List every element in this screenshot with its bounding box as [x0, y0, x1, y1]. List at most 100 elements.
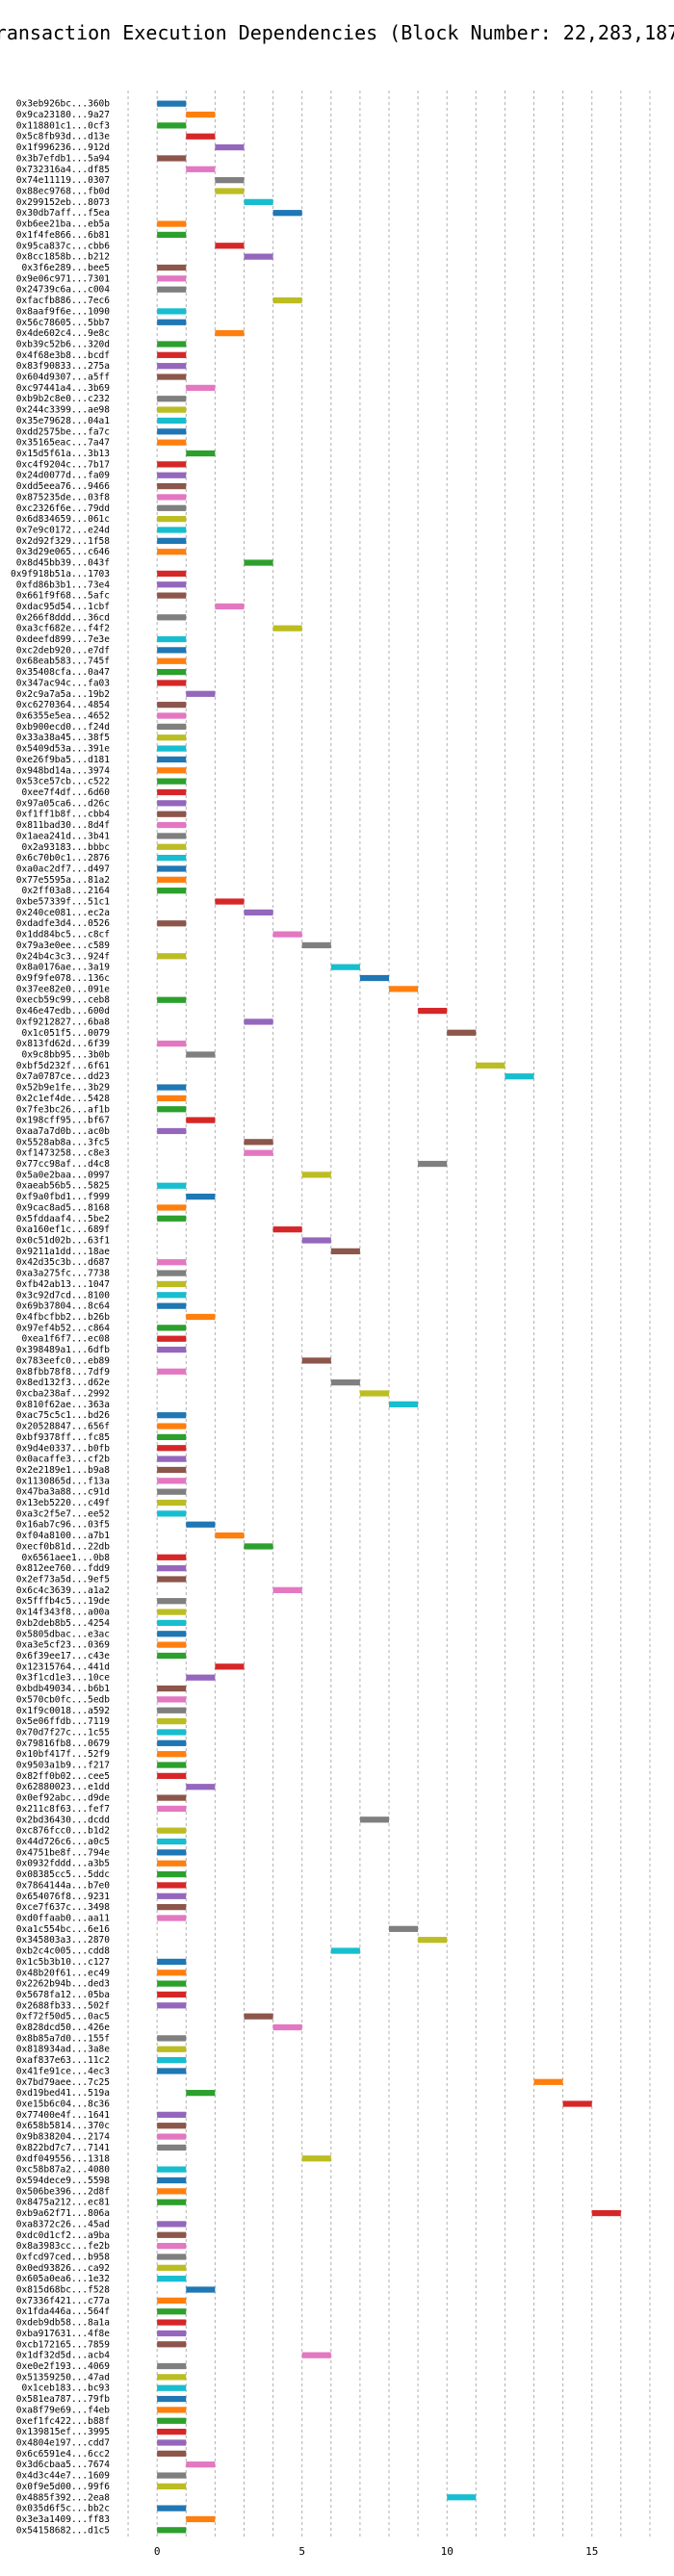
- execution-bar: [157, 1717, 187, 1725]
- row-label: 0x570cb0fc...5edb: [16, 1694, 111, 1705]
- execution-bar: [157, 1762, 187, 1768]
- row-label: 0x4f68e3b8...bcdf: [16, 350, 110, 361]
- x-tick-label: 5: [298, 2545, 305, 2558]
- row-label: 0x9f9fe078...136c: [16, 973, 110, 984]
- execution-bar: [157, 308, 187, 315]
- row-label: 0x658b5814...370c: [16, 2121, 110, 2131]
- row-label: 0x46e47edb...600d: [16, 1006, 110, 1017]
- execution-bar: [272, 210, 302, 217]
- execution-bar: [157, 592, 187, 599]
- execution-bar: [186, 1784, 216, 1790]
- row-label: 0x506be396...2d8f: [16, 2186, 110, 2197]
- row-label: 0xcb172165...7859: [16, 2339, 111, 2350]
- row-label: 0x7fe3bc26...af1b: [16, 1104, 111, 1115]
- row-label: 0xa3c2f5e7...ee52: [16, 1508, 110, 1519]
- execution-bar: [418, 1160, 448, 1168]
- row-label: 0x811bad30...8d4f: [16, 820, 110, 831]
- execution-bar: [157, 2297, 187, 2305]
- execution-bar: [157, 2483, 187, 2490]
- execution-bar: [157, 2505, 187, 2512]
- grid-lines: [127, 90, 651, 2539]
- execution-bar: [476, 1062, 506, 1069]
- row-label: 0x83f90833...275a: [16, 361, 110, 372]
- execution-bar: [186, 1313, 216, 1321]
- x-tick-label: 10: [441, 2545, 454, 2558]
- row-label: 0x198cff95...bf67: [16, 1116, 110, 1126]
- row-label: 0x79816fb8...0679: [16, 1739, 111, 1749]
- row-label: 0x5c8fb93d...d13e: [16, 132, 111, 142]
- execution-bar: [157, 1565, 187, 1572]
- row-label: 0x30db7aff...f5ea: [16, 208, 110, 219]
- row-label: 0x2262b94b...ded3: [16, 1979, 110, 1990]
- row-label: 0xdd2575be...fa7c: [16, 426, 110, 437]
- execution-bar: [157, 2123, 187, 2129]
- execution-bar: [157, 1991, 187, 1998]
- execution-bar: [447, 2494, 477, 2501]
- row-label: 0x2c9a7a5a...19b2: [16, 689, 110, 700]
- row-label: 0x24739c6a...c004: [16, 285, 111, 296]
- row-label: 0xdd5eea76...9466: [16, 481, 111, 492]
- row-label: 0xa3a275fc...7738: [16, 1269, 111, 1279]
- row-label: 0xf1ff1b8f...cbb4: [16, 810, 111, 820]
- execution-bar: [157, 2254, 187, 2260]
- row-label: 0x5678fa12...05ba: [16, 1990, 110, 2000]
- row-label: 0xa0ac2df7...d497: [16, 863, 110, 874]
- execution-bar: [157, 2035, 187, 2042]
- execution-bar: [157, 472, 187, 478]
- execution-bar: [186, 450, 216, 457]
- execution-bar: [389, 986, 419, 992]
- execution-bar: [157, 614, 187, 621]
- execution-bar: [157, 2472, 187, 2479]
- row-label: 0x20528847...656f: [16, 1422, 110, 1432]
- execution-bar: [157, 1292, 187, 1299]
- row-label: 0x1ceb183...bc93: [21, 2383, 110, 2394]
- row-label: 0x813fd62d...6f39: [16, 1039, 111, 1049]
- row-label: 0x1c5b3b10...c127: [16, 1957, 110, 1968]
- execution-bar: [157, 745, 187, 752]
- row-label: 0x42d35c3b...d687: [16, 1257, 110, 1268]
- execution-bar: [157, 2450, 187, 2457]
- execution-bar: [157, 396, 187, 402]
- row-label: 0xf9a0fbd1...f999: [16, 1192, 111, 1202]
- execution-bar: [157, 2188, 187, 2195]
- execution-bar: [244, 253, 273, 260]
- execution-bar: [157, 1302, 187, 1309]
- execution-bar: [157, 996, 187, 1003]
- execution-bar: [157, 439, 187, 446]
- row-label: 0x5409d53a...391e: [16, 744, 111, 755]
- execution-bar: [157, 1805, 187, 1813]
- execution-bar: [186, 1674, 216, 1681]
- execution-bar: [157, 1478, 187, 1484]
- row-label: 0xc2326f6e...79dd: [16, 503, 110, 514]
- execution-bar: [157, 2046, 187, 2052]
- execution-bar: [244, 1543, 273, 1550]
- execution-bar: [157, 833, 187, 839]
- row-label: 0x8a0176ae...3a19: [16, 963, 111, 973]
- row-label: 0xbf5d232f...6f61: [16, 1061, 111, 1071]
- row-label: 0x139815ef...3995: [16, 2427, 110, 2437]
- execution-bar: [157, 2231, 187, 2238]
- execution-bar: [157, 1280, 187, 1288]
- execution-bar: [157, 1652, 187, 1660]
- row-label: 0xfacfb886...7ec6: [16, 296, 111, 306]
- execution-bar: [157, 1106, 187, 1113]
- execution-bar: [186, 1117, 216, 1123]
- row-label: 0x2bd36430...dcdd: [16, 1815, 110, 1825]
- execution-bar: [157, 1270, 187, 1276]
- execution-bar: [157, 1827, 187, 1834]
- row-label: 0xc876fcc0...b1d2: [16, 1826, 110, 1837]
- row-label: 0x266f8ddd...36cd: [16, 612, 110, 623]
- row-label: 0x8aaf9f6e...1090: [16, 306, 111, 317]
- row-label: 0xd19bed41...519a: [16, 2088, 110, 2099]
- execution-bar: [157, 2341, 187, 2348]
- row-label: 0x68eab583...745f: [16, 657, 110, 667]
- execution-bar: [272, 296, 302, 304]
- row-label: 0x810f62ae...363a: [16, 1400, 110, 1410]
- execution-bar: [157, 1182, 187, 1189]
- row-label: 0x2ff03a8...2164: [21, 886, 110, 896]
- row-label: 0x661f9f68...5afc: [16, 591, 110, 602]
- row-label: 0x24d0077d...fa09: [16, 471, 111, 481]
- execution-bar: [157, 428, 187, 435]
- execution-bar: [157, 1751, 187, 1758]
- row-label: 0x37ee82e0...091e: [16, 984, 111, 994]
